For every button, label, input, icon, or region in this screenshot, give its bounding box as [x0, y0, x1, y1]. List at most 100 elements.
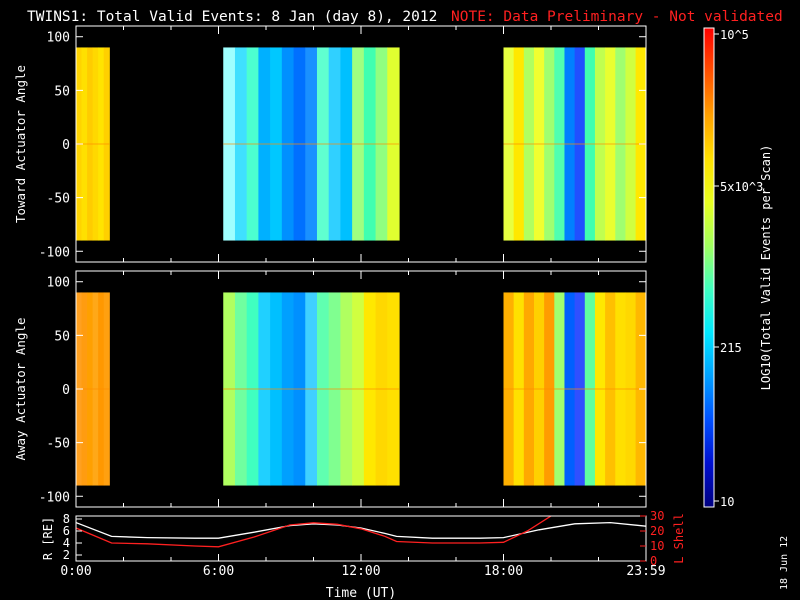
- colorbar: 10^5 5x10^3 215 10 LOG10(Total Valid Events …: [703, 27, 773, 509]
- y-tick-label: 8: [63, 512, 70, 526]
- y-tick-label: 0: [62, 138, 70, 153]
- away-heatmap-panel: 100 50 0 -50 -100 Away Actuator Angle: [13, 270, 647, 508]
- heatmap-column: [513, 47, 525, 241]
- heatmap-column: [615, 47, 627, 241]
- heatmap-column: [513, 292, 525, 486]
- heatmap-column: [594, 47, 606, 241]
- heatmap-column: [305, 47, 318, 241]
- heatmap-column: [246, 292, 259, 486]
- heatmap-column: [98, 292, 105, 486]
- y-right-tick-label: 10: [650, 539, 664, 553]
- heatmap-column: [574, 292, 586, 486]
- heatmap-column: [293, 292, 306, 486]
- heatmap-column: [533, 47, 545, 241]
- toward-heatmap-panel: 100 50 0 -50 -100 Toward Actuator Angle: [13, 25, 647, 263]
- colorbar-tick-label: 10: [720, 495, 734, 509]
- heatmap-column: [584, 47, 596, 241]
- heatmap-column: [281, 47, 295, 241]
- y-tick-label: -50: [47, 437, 70, 452]
- heatmap-column: [258, 47, 271, 241]
- x-tick-label: 6:00: [203, 564, 234, 579]
- chart-title: TWINS1: Total Valid Events: 8 Jan (day 8…: [27, 9, 437, 25]
- y-right-tick-label: 20: [650, 524, 664, 538]
- y-right-tick-label: 0: [650, 554, 657, 568]
- heatmap-column: [234, 292, 248, 486]
- heatmap-column: [87, 292, 94, 486]
- y-tick-label: -50: [47, 192, 70, 207]
- heatmap-column: [87, 47, 94, 241]
- heatmap-column: [293, 47, 306, 241]
- heatmap-column: [98, 47, 105, 241]
- heatmap-column: [340, 292, 353, 486]
- heatmap-block: [223, 47, 400, 241]
- l-shell-line: [76, 516, 552, 548]
- heatmap-column: [544, 47, 555, 241]
- x-tick-label: 0:00: [60, 564, 91, 579]
- heatmap-column: [352, 292, 365, 486]
- heatmap-column: [81, 47, 88, 241]
- heatmap-column: [223, 47, 236, 241]
- heatmap-column: [281, 292, 295, 486]
- heatmap-column: [625, 292, 637, 486]
- heatmap-column: [328, 292, 342, 486]
- heatmap-column: [523, 292, 535, 486]
- heatmap-column: [387, 47, 400, 241]
- y-tick-label: 50: [54, 329, 70, 344]
- colorbar-label: LOG10(Total Valid Events per Scan): [759, 145, 773, 391]
- y-right-axis-label: L Shell: [672, 513, 686, 564]
- heatmap-column: [103, 292, 110, 486]
- heatmap-column: [363, 47, 377, 241]
- heatmap-column: [92, 47, 99, 241]
- heatmap-column: [340, 47, 353, 241]
- y-tick-label: 6: [63, 524, 70, 538]
- heatmap-column: [574, 47, 586, 241]
- heatmap-column: [533, 292, 545, 486]
- heatmap-column: [270, 47, 283, 241]
- y-axis-label: Toward Actuator Angle: [13, 65, 28, 223]
- heatmap-column: [92, 292, 99, 486]
- y-tick-label: 0: [62, 383, 70, 398]
- heatmap-column: [605, 47, 616, 241]
- side-date-stamp: 18 Jun 12: [779, 536, 790, 590]
- y-tick-label: 100: [47, 276, 70, 291]
- x-axis-label: Time (UT): [326, 586, 396, 600]
- heatmap-column: [523, 47, 535, 241]
- heatmap-column: [352, 47, 365, 241]
- heatmap-column: [270, 292, 283, 486]
- heatmap-column: [375, 292, 388, 486]
- heatmap-column: [81, 292, 88, 486]
- heatmap-column: [316, 292, 330, 486]
- preliminary-note: NOTE: Data Preliminary - Not validated: [451, 9, 783, 25]
- y-tick-label: 100: [47, 31, 70, 46]
- heatmap-column: [564, 292, 576, 486]
- heatmap-column: [605, 292, 616, 486]
- colorbar-gradient-bar: [703, 27, 715, 508]
- heatmap-column: [544, 292, 555, 486]
- colorbar-tick-label: 10^5: [720, 28, 749, 42]
- heatmap-column: [363, 292, 377, 486]
- heatmap-column: [305, 292, 318, 486]
- heatmap-column: [246, 47, 259, 241]
- heatmap-column: [375, 47, 388, 241]
- heatmap-column: [223, 292, 236, 486]
- heatmap-column: [503, 292, 515, 486]
- colorbar-tick-label: 5x10^3: [720, 180, 763, 194]
- x-tick-label: 12:00: [341, 564, 380, 579]
- heatmap-column: [615, 292, 627, 486]
- y-axis-label: Away Actuator Angle: [13, 318, 28, 461]
- x-tick-label: 18:00: [484, 564, 523, 579]
- y-tick-label: -100: [39, 245, 70, 260]
- y-tick-label: -100: [39, 490, 70, 505]
- heatmap-column: [554, 292, 566, 486]
- heatmap-column: [594, 292, 606, 486]
- heatmap-column: [625, 47, 637, 241]
- radius-line: [76, 521, 646, 539]
- heatmap-block: [503, 47, 647, 241]
- y-tick-label: 50: [54, 84, 70, 99]
- heatmap-column: [503, 47, 515, 241]
- x-tick-label: 23:59: [626, 564, 665, 579]
- colorbar-tick-label: 215: [720, 341, 742, 355]
- y-tick-label: 2: [63, 548, 70, 562]
